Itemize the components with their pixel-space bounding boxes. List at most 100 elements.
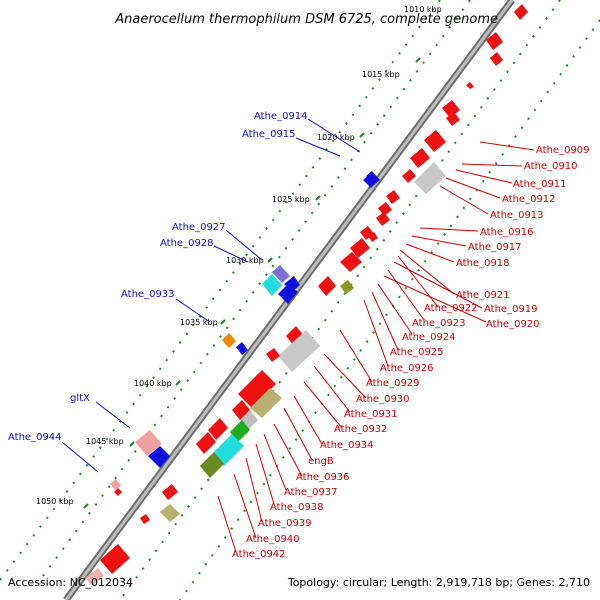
plus-strand-features xyxy=(100,4,528,574)
label-athe0927[interactable]: Athe_0927 xyxy=(172,222,226,233)
leader-athe0924 xyxy=(377,283,413,335)
feature-athe0933[interactable] xyxy=(222,333,236,348)
feature-athe0913-b[interactable] xyxy=(446,112,460,126)
map-title: Anaerocellum thermophilum DSM 6725, comp… xyxy=(114,12,498,27)
feature-athe0916[interactable] xyxy=(424,130,446,152)
feature-athe0909[interactable] xyxy=(514,4,528,20)
leader-athe0944 xyxy=(61,441,99,473)
feature-athe0913[interactable] xyxy=(442,100,460,118)
feature-athe0926[interactable] xyxy=(340,280,354,294)
feature-bottom-pink[interactable] xyxy=(85,568,104,586)
label-athe0911[interactable]: Athe_0911 xyxy=(513,179,567,190)
label-athe0926[interactable]: Athe_0926 xyxy=(380,363,434,374)
leader-athe0912 xyxy=(445,177,501,199)
label-athe0916[interactable]: Athe_0916 xyxy=(480,227,534,238)
feature-athe0927-b[interactable] xyxy=(284,276,300,292)
feature-athe0915[interactable] xyxy=(363,175,376,188)
label-athe0921[interactable]: Athe_0921 xyxy=(456,290,510,301)
feature-bottom-red[interactable] xyxy=(100,544,130,574)
feature-athe0912[interactable] xyxy=(466,82,474,89)
feature-athe0918[interactable] xyxy=(414,162,446,194)
feature-athe0931[interactable] xyxy=(266,348,280,362)
leader-athe0918 xyxy=(405,243,455,263)
feature-athe0940[interactable] xyxy=(208,418,228,440)
kbp-label-1010: 1010 kbp xyxy=(404,5,442,14)
tick-1015 xyxy=(415,57,421,63)
leader-athe0928 xyxy=(213,245,249,263)
label-athe0923[interactable]: Athe_0923 xyxy=(412,318,466,329)
accession-text: Accession: NC_012034 xyxy=(8,576,133,589)
tick-1025 xyxy=(315,195,321,201)
feature-athe0921[interactable] xyxy=(386,190,400,204)
feature-athe0944[interactable] xyxy=(110,479,121,490)
feature-athe0942-c[interactable] xyxy=(140,514,150,524)
leader-athe0931 xyxy=(313,365,351,413)
feature-athe0922[interactable] xyxy=(378,202,392,216)
feature-athe0928[interactable] xyxy=(262,274,282,296)
feature-athe0932[interactable] xyxy=(238,370,276,408)
label-athe0925[interactable]: Athe_0925 xyxy=(390,347,444,358)
label-athe0915[interactable]: Athe_0915 xyxy=(242,129,296,140)
tick-1030 xyxy=(267,257,273,263)
label-athe0934[interactable]: Athe_0934 xyxy=(320,440,374,451)
label-athe0924[interactable]: Athe_0924 xyxy=(402,332,456,343)
feature-athe0911[interactable] xyxy=(490,52,503,66)
label-athe0920[interactable]: Athe_0920 xyxy=(486,319,540,330)
feature-athe0910[interactable] xyxy=(486,32,503,50)
feature-athe0926-b[interactable] xyxy=(318,276,336,296)
label-athe0913[interactable]: Athe_0913 xyxy=(490,210,544,221)
feature-athe0942[interactable] xyxy=(162,484,178,500)
feature-athe0917[interactable] xyxy=(410,148,430,168)
label-athe0931[interactable]: Athe_0931 xyxy=(344,409,398,420)
feature-athe0920[interactable] xyxy=(368,232,378,242)
label-athe0910[interactable]: Athe_0910 xyxy=(524,161,578,172)
label-athe0938[interactable]: Athe_0938 xyxy=(270,502,324,513)
label-athe0922[interactable]: Athe_0922 xyxy=(424,303,478,314)
feature-athe0944-b[interactable] xyxy=(114,488,122,496)
feature-athe0927[interactable] xyxy=(272,265,290,283)
label-athe0939[interactable]: Athe_0939 xyxy=(258,518,312,529)
tick-1050 xyxy=(83,503,89,509)
feature-gltx-b[interactable] xyxy=(148,446,170,468)
feature-athe0930[interactable] xyxy=(278,330,320,372)
label-engb[interactable]: engB xyxy=(308,456,334,467)
feature-athe0925[interactable] xyxy=(340,252,362,272)
label-athe0932[interactable]: Athe_0932 xyxy=(334,424,388,435)
feature-athe0924[interactable] xyxy=(350,238,370,258)
feature-engb[interactable] xyxy=(232,400,250,420)
label-athe0914[interactable]: Athe_0914 xyxy=(254,111,308,122)
label-athe0919[interactable]: Athe_0919 xyxy=(484,304,538,315)
label-athe0937[interactable]: Athe_0937 xyxy=(284,487,338,498)
label-athe0929[interactable]: Athe_0929 xyxy=(366,378,420,389)
feature-athe0938[interactable] xyxy=(212,434,244,466)
label-athe0918[interactable]: Athe_0918 xyxy=(456,258,510,269)
feature-athe0933-b[interactable] xyxy=(236,342,248,355)
label-athe0930[interactable]: Athe_0930 xyxy=(356,394,410,405)
leader-engb xyxy=(283,407,313,461)
label-athe0912[interactable]: Athe_0912 xyxy=(502,194,556,205)
label-gltx[interactable]: gltX xyxy=(70,393,90,404)
label-athe0933[interactable]: Athe_0933 xyxy=(121,289,175,300)
feature-athe0914[interactable] xyxy=(366,171,380,185)
label-athe0909[interactable]: Athe_0909 xyxy=(536,145,590,156)
feature-athe0929[interactable] xyxy=(286,326,304,346)
feature-gltx[interactable] xyxy=(135,430,162,456)
feature-athe0937[interactable] xyxy=(230,420,250,442)
tick-1045 xyxy=(129,441,135,447)
label-athe0917[interactable]: Athe_0917 xyxy=(468,242,522,253)
leader-athe0926 xyxy=(363,299,389,367)
label-athe0944[interactable]: Athe_0944 xyxy=(8,432,62,443)
tick-1035 xyxy=(220,319,226,325)
leader-athe0914 xyxy=(307,118,361,153)
feature-athe0934[interactable] xyxy=(250,388,282,418)
label-athe0940[interactable]: Athe_0940 xyxy=(246,534,300,545)
feature-athe0919[interactable] xyxy=(376,212,390,226)
feature-athe0939[interactable] xyxy=(200,452,224,478)
feature-athe0940-b[interactable] xyxy=(196,432,216,454)
label-athe0942[interactable]: Athe_0942 xyxy=(232,549,286,560)
leader-athe0937 xyxy=(263,433,287,491)
feature-athe0918-b[interactable] xyxy=(402,169,416,183)
label-athe0928[interactable]: Athe_0928 xyxy=(160,238,214,249)
feature-athe0942-b[interactable] xyxy=(160,504,180,522)
label-athe0936[interactable]: Athe_0936 xyxy=(296,472,350,483)
